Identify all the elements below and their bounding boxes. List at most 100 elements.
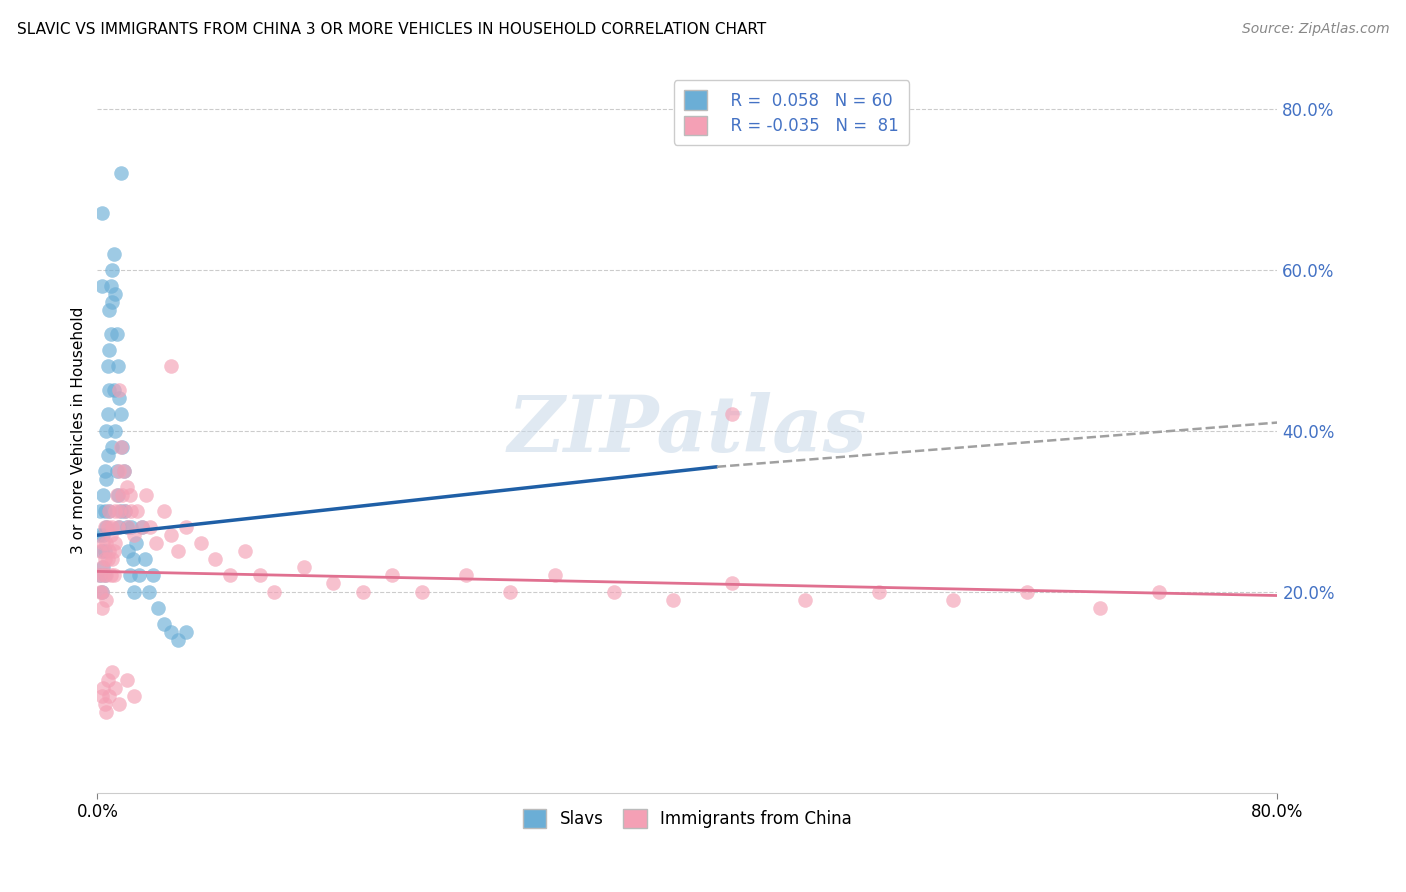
Point — [91, 681, 114, 695]
Point — [263, 584, 285, 599]
Point — [134, 552, 156, 566]
Point — [322, 576, 344, 591]
Point — [146, 600, 169, 615]
Point — [110, 408, 132, 422]
Point — [110, 440, 132, 454]
Point — [100, 326, 122, 341]
Point — [152, 616, 174, 631]
Point — [90, 206, 112, 220]
Point — [89, 504, 111, 518]
Point — [96, 536, 118, 550]
Point — [942, 592, 965, 607]
Point — [97, 359, 120, 374]
Point — [98, 302, 121, 317]
Point — [122, 689, 145, 703]
Point — [127, 504, 149, 518]
Point — [139, 520, 162, 534]
Point — [100, 528, 122, 542]
Point — [105, 488, 128, 502]
Point — [91, 568, 114, 582]
Point — [456, 568, 478, 582]
Point — [108, 384, 131, 398]
Point — [233, 544, 256, 558]
Point — [868, 584, 890, 599]
Point — [249, 568, 271, 582]
Point — [97, 520, 120, 534]
Point — [111, 440, 134, 454]
Point — [101, 440, 124, 454]
Point — [90, 278, 112, 293]
Point — [108, 697, 131, 711]
Point — [90, 584, 112, 599]
Point — [128, 568, 150, 582]
Point — [98, 384, 121, 398]
Point — [103, 246, 125, 260]
Point — [108, 464, 131, 478]
Point — [100, 568, 122, 582]
Point — [91, 536, 114, 550]
Point — [499, 584, 522, 599]
Point — [794, 592, 817, 607]
Point — [381, 568, 404, 582]
Point — [160, 624, 183, 639]
Point — [160, 359, 183, 374]
Point — [204, 552, 226, 566]
Point — [104, 681, 127, 695]
Point — [1015, 584, 1038, 599]
Point — [90, 544, 112, 558]
Point — [101, 262, 124, 277]
Legend: Slavs, Immigrants from China: Slavs, Immigrants from China — [516, 803, 859, 835]
Point — [110, 166, 132, 180]
Point — [104, 286, 127, 301]
Point — [122, 584, 145, 599]
Point — [120, 520, 142, 534]
Point — [97, 408, 120, 422]
Point — [93, 544, 115, 558]
Point — [720, 576, 742, 591]
Point — [96, 568, 118, 582]
Point — [131, 520, 153, 534]
Point — [174, 624, 197, 639]
Text: ZIPatlas: ZIPatlas — [508, 392, 868, 469]
Point — [122, 528, 145, 542]
Point — [1090, 600, 1112, 615]
Point — [91, 560, 114, 574]
Point — [90, 584, 112, 599]
Point — [93, 568, 115, 582]
Point — [720, 408, 742, 422]
Point — [117, 544, 139, 558]
Point — [91, 488, 114, 502]
Point — [107, 359, 129, 374]
Point — [104, 424, 127, 438]
Point — [101, 552, 124, 566]
Point — [543, 568, 565, 582]
Y-axis label: 3 or more Vehicles in Household: 3 or more Vehicles in Household — [72, 307, 86, 554]
Point — [103, 384, 125, 398]
Point — [89, 584, 111, 599]
Point — [112, 464, 135, 478]
Text: Source: ZipAtlas.com: Source: ZipAtlas.com — [1241, 22, 1389, 37]
Point — [125, 536, 148, 550]
Point — [90, 560, 112, 574]
Point — [103, 544, 125, 558]
Point — [96, 520, 118, 534]
Point — [87, 568, 110, 582]
Point — [96, 592, 118, 607]
Point — [120, 504, 142, 518]
Point — [115, 480, 138, 494]
Point — [167, 544, 190, 558]
Point — [98, 544, 121, 558]
Point — [90, 689, 112, 703]
Point — [190, 536, 212, 550]
Point — [105, 326, 128, 341]
Point — [411, 584, 433, 599]
Point — [97, 552, 120, 566]
Point — [104, 504, 127, 518]
Point — [87, 528, 110, 542]
Point — [145, 536, 167, 550]
Point — [131, 520, 153, 534]
Point — [96, 472, 118, 486]
Point — [98, 504, 121, 518]
Point — [108, 520, 131, 534]
Point — [219, 568, 242, 582]
